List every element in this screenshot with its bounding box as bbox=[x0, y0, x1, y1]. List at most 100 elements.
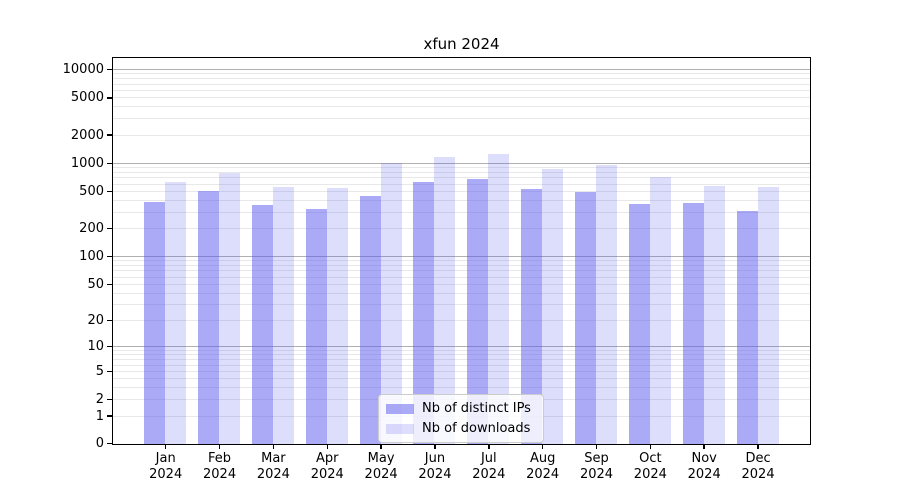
minor-gridline bbox=[113, 378, 810, 379]
bar-distinct-ips-aug bbox=[521, 188, 543, 444]
bar-distinct-ips-jul bbox=[467, 178, 489, 444]
x-tick-mark bbox=[703, 444, 705, 449]
major-gridline bbox=[113, 163, 810, 164]
minor-gridline bbox=[113, 167, 810, 168]
minor-gridline bbox=[113, 387, 810, 388]
bar-distinct-ips-may bbox=[359, 195, 381, 444]
minor-gridline bbox=[113, 365, 810, 366]
y-tick-mark bbox=[107, 415, 112, 417]
minor-gridline bbox=[113, 228, 810, 229]
y-tick-mark bbox=[107, 398, 112, 401]
x-tick-label-oct: Oct 2024 bbox=[633, 451, 667, 482]
minor-gridline bbox=[113, 191, 810, 192]
legend-item-distinct-ips: Nb of distinct IPs bbox=[386, 401, 534, 416]
chart-title: xfun 2024 bbox=[423, 35, 500, 53]
minor-gridline bbox=[113, 90, 810, 91]
y-tick-mark bbox=[107, 370, 112, 373]
bar-distinct-ips-dec bbox=[736, 211, 758, 444]
minor-gridline bbox=[113, 260, 810, 261]
minor-gridline bbox=[113, 177, 810, 178]
major-gridline bbox=[113, 256, 810, 257]
bar-distinct-ips-nov bbox=[682, 202, 704, 444]
y-tick-mark bbox=[107, 283, 112, 286]
minor-gridline bbox=[113, 354, 810, 355]
y-tick-mark bbox=[107, 319, 112, 322]
bar-downloads-oct bbox=[649, 177, 671, 444]
major-gridline bbox=[113, 69, 810, 70]
bar-distinct-ips-apr bbox=[305, 209, 327, 444]
y-tick-label: 1 bbox=[95, 408, 104, 424]
y-tick-label: 10000 bbox=[62, 62, 104, 78]
y-tick-mark bbox=[107, 134, 112, 136]
bar-downloads-apr bbox=[326, 188, 348, 444]
y-tick-label: 5 bbox=[95, 363, 104, 379]
minor-gridline bbox=[113, 212, 810, 213]
x-tick-mark bbox=[272, 444, 275, 449]
minor-gridline bbox=[113, 371, 810, 372]
y-tick-label: 10 bbox=[87, 339, 104, 355]
legend-item-downloads: Nb of downloads bbox=[386, 421, 534, 436]
minor-gridline bbox=[113, 135, 810, 136]
legend-label-downloads: Nb of downloads bbox=[422, 421, 531, 436]
minor-gridline bbox=[113, 106, 810, 107]
y-tick-label: 20 bbox=[87, 312, 104, 328]
bar-downloads-feb bbox=[219, 172, 241, 444]
y-tick-mark bbox=[107, 162, 112, 164]
bar-distinct-ips-jun bbox=[413, 181, 435, 444]
legend-swatch-downloads bbox=[386, 423, 414, 434]
x-tick-mark bbox=[649, 444, 652, 449]
minor-gridline bbox=[113, 293, 810, 294]
y-tick-label: 2000 bbox=[70, 127, 104, 143]
minor-gridline bbox=[113, 359, 810, 360]
minor-gridline bbox=[113, 320, 810, 321]
minor-gridline bbox=[113, 118, 810, 119]
x-tick-label-apr: Apr 2024 bbox=[310, 451, 344, 482]
bar-downloads-jan bbox=[165, 181, 187, 444]
x-tick-mark bbox=[434, 444, 436, 449]
y-tick-label: 2 bbox=[95, 392, 104, 408]
x-tick-mark bbox=[380, 444, 382, 449]
minor-gridline bbox=[113, 172, 810, 173]
minor-gridline bbox=[113, 265, 810, 266]
y-tick-mark bbox=[107, 345, 112, 348]
y-tick-mark bbox=[107, 227, 112, 230]
bar-distinct-ips-oct bbox=[628, 203, 650, 444]
major-gridline bbox=[113, 346, 810, 347]
bar-downloads-sep bbox=[596, 164, 617, 444]
x-tick-label-feb: Feb 2024 bbox=[203, 451, 237, 482]
x-tick-mark bbox=[757, 444, 759, 449]
x-tick-mark bbox=[326, 444, 328, 449]
bar-distinct-ips-feb bbox=[198, 190, 220, 444]
y-tick-label: 5000 bbox=[70, 90, 104, 106]
y-tick-label: 0 bbox=[95, 436, 104, 451]
bar-distinct-ips-jan bbox=[144, 202, 166, 444]
minor-gridline bbox=[113, 184, 810, 185]
bar-distinct-ips-sep bbox=[575, 192, 596, 444]
minor-gridline bbox=[113, 97, 810, 98]
y-tick-mark bbox=[107, 190, 112, 193]
bar-downloads-jul bbox=[488, 153, 510, 444]
minor-gridline bbox=[113, 350, 810, 351]
bar-downloads-may bbox=[380, 163, 402, 444]
minor-gridline bbox=[113, 78, 810, 79]
x-tick-label-jul: Jul 2024 bbox=[472, 451, 506, 482]
minor-gridline bbox=[113, 270, 810, 271]
minor-gridline bbox=[113, 284, 810, 285]
y-tick-label: 100 bbox=[79, 249, 104, 265]
legend-swatch-distinct-ips bbox=[386, 403, 414, 414]
x-tick-mark bbox=[164, 444, 167, 449]
legend-label-distinct-ips: Nb of distinct IPs bbox=[422, 401, 531, 416]
y-tick-mark bbox=[107, 255, 112, 258]
x-tick-label-jun: Jun 2024 bbox=[418, 451, 452, 482]
minor-gridline bbox=[113, 304, 810, 305]
bar-downloads-dec bbox=[757, 186, 779, 444]
x-tick-label-nov: Nov 2024 bbox=[687, 451, 721, 482]
y-tick-mark bbox=[107, 442, 112, 445]
y-tick-label: 50 bbox=[87, 276, 104, 292]
minor-gridline bbox=[113, 277, 810, 278]
x-tick-label-dec: Dec 2024 bbox=[741, 451, 775, 482]
bar-downloads-jun bbox=[434, 157, 456, 444]
minor-gridline bbox=[113, 73, 810, 74]
x-tick-mark bbox=[218, 444, 221, 449]
